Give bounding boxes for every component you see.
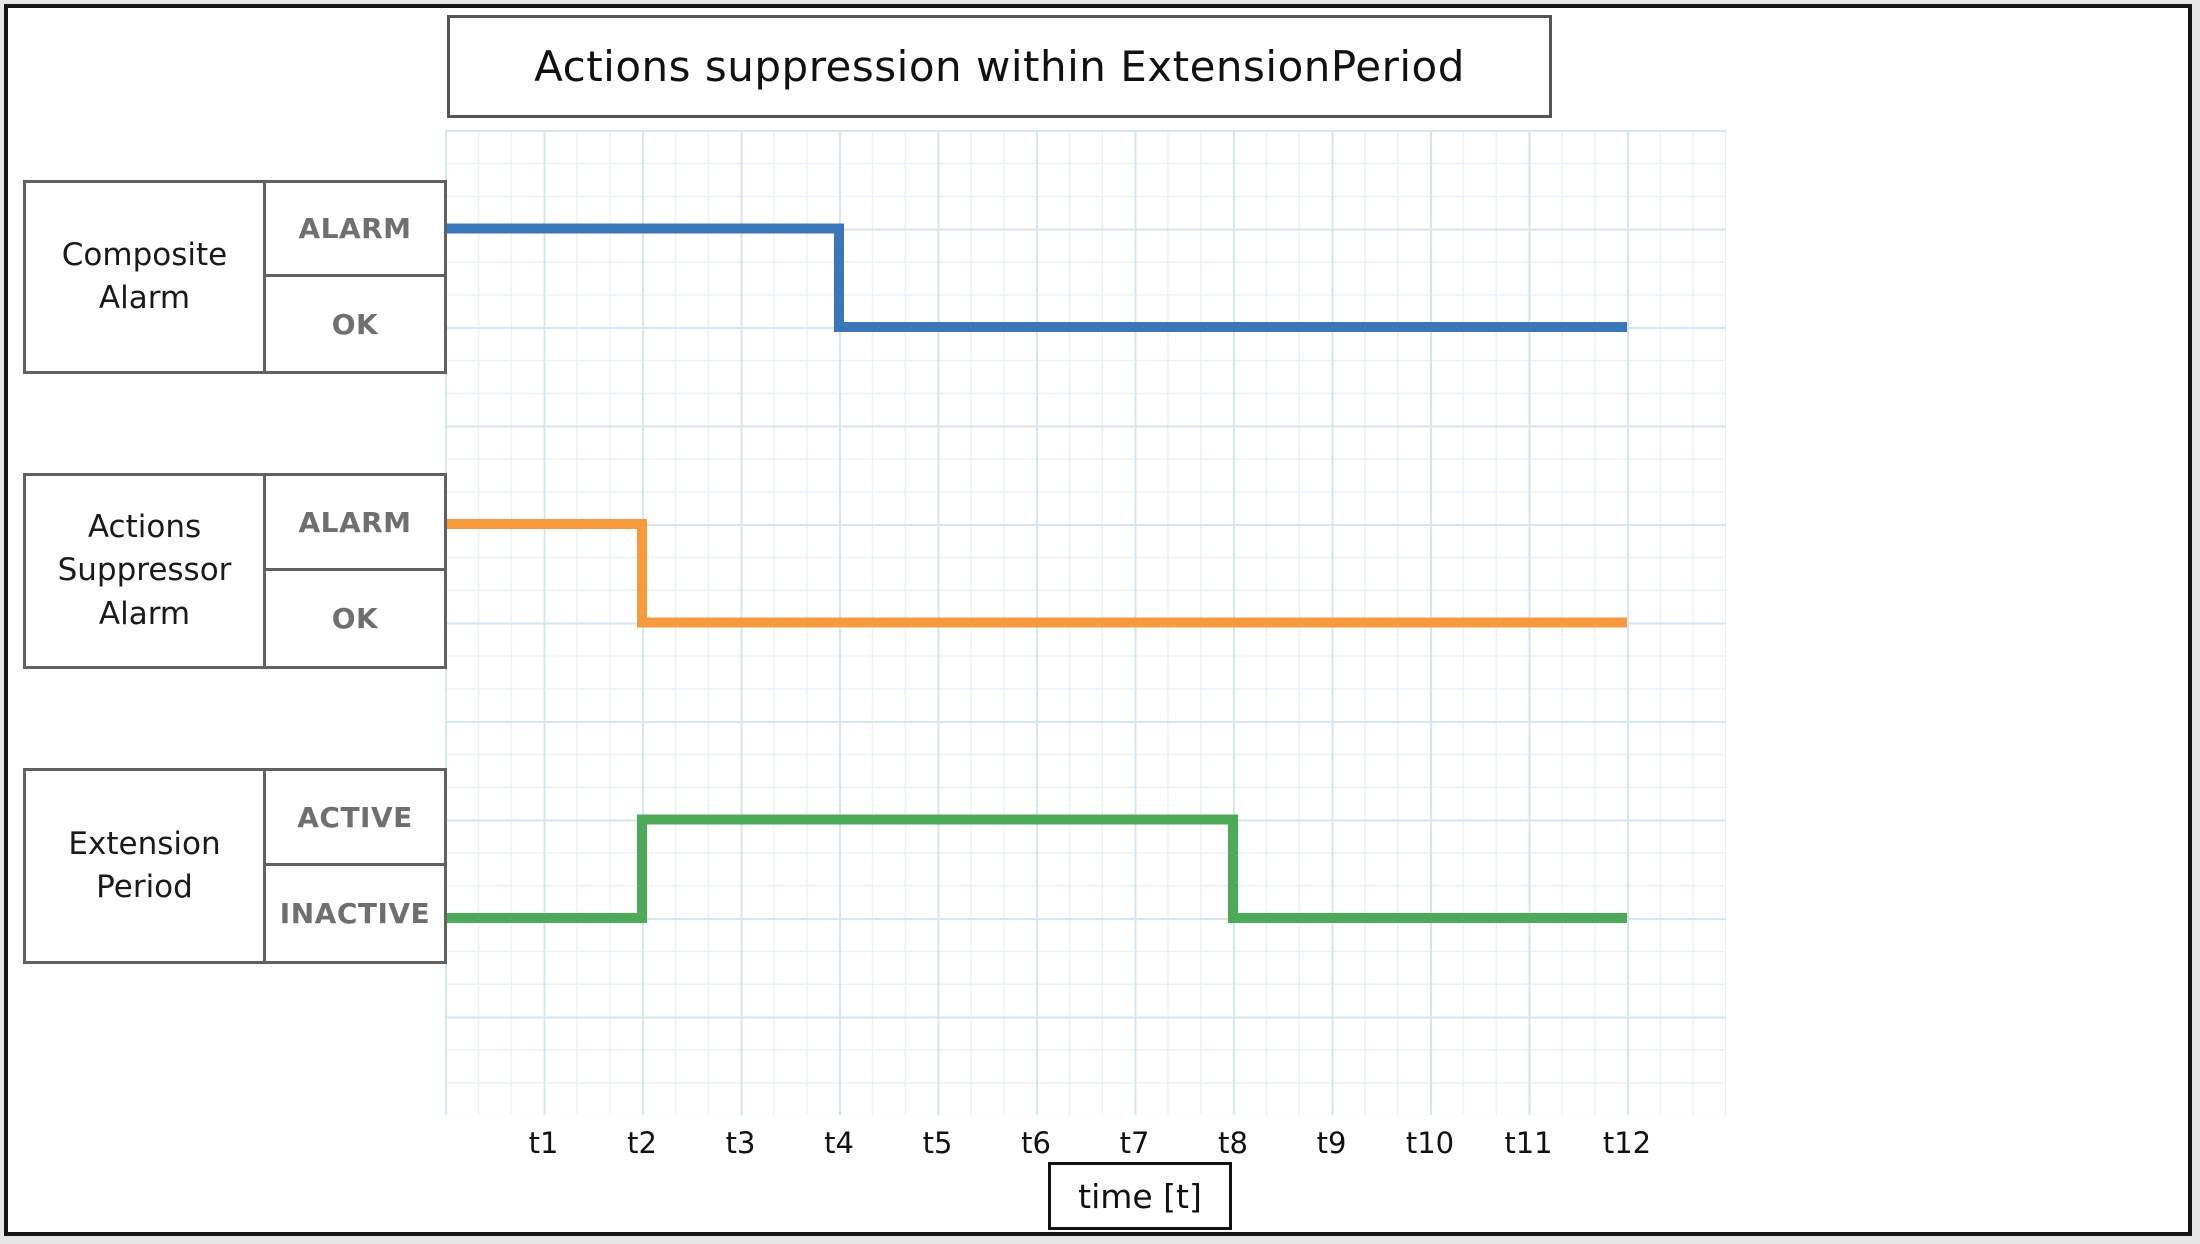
row-box-extension-period: Extension Period ACTIVE INACTIVE bbox=[23, 768, 447, 964]
tick-label: t6 bbox=[1021, 1126, 1051, 1160]
tick-label: t12 bbox=[1602, 1126, 1652, 1160]
series-line-composite-alarm bbox=[445, 223, 1627, 332]
state-label-alarm: ALARM bbox=[266, 476, 444, 571]
tick-row: t1 t2 t3 t4 t5 t6 t7 t8 t9 t10 t11 t12 bbox=[445, 1126, 1726, 1170]
chart-title: Actions suppression within ExtensionPeri… bbox=[534, 42, 1465, 91]
row-box-actions-suppressor-alarm: Actions Suppressor Alarm ALARM OK bbox=[23, 473, 447, 669]
tick-label: t7 bbox=[1119, 1126, 1150, 1160]
state-label-ok: OK bbox=[331, 602, 379, 635]
tick-label: t5 bbox=[922, 1126, 953, 1160]
state-label-ok: OK bbox=[331, 307, 379, 341]
series-svg bbox=[445, 223, 1627, 923]
state-label-active: ACTIVE bbox=[266, 771, 444, 866]
series-line-actions-suppressor-alarm bbox=[445, 519, 1627, 628]
series-line-extension-period bbox=[445, 814, 1627, 923]
tick-label: t3 bbox=[725, 1126, 756, 1160]
tick-label: t8 bbox=[1218, 1126, 1248, 1160]
x-axis-label-box: time [t] bbox=[1048, 1162, 1232, 1230]
row-label: Extension Period bbox=[26, 771, 266, 961]
tick-label: t9 bbox=[1316, 1126, 1347, 1160]
tick-label: t1 bbox=[528, 1126, 559, 1160]
state-label-alarm: ALARM bbox=[266, 183, 444, 277]
tick-label: t4 bbox=[824, 1126, 854, 1160]
state-label-inactive: INACTIVE bbox=[279, 897, 431, 930]
tick-label: t11 bbox=[1504, 1126, 1553, 1160]
x-axis-label: time [t] bbox=[1078, 1176, 1202, 1216]
chart-title-box: Actions suppression within ExtensionPeri… bbox=[447, 15, 1552, 118]
row-label: Composite Alarm bbox=[26, 183, 266, 371]
row-label: Actions Suppressor Alarm bbox=[26, 476, 266, 666]
tick-label: t10 bbox=[1405, 1126, 1455, 1160]
row-box-composite-alarm: Composite Alarm ALARM OK bbox=[23, 180, 447, 374]
plot-area bbox=[445, 130, 1726, 1115]
tick-label: t2 bbox=[627, 1126, 657, 1160]
